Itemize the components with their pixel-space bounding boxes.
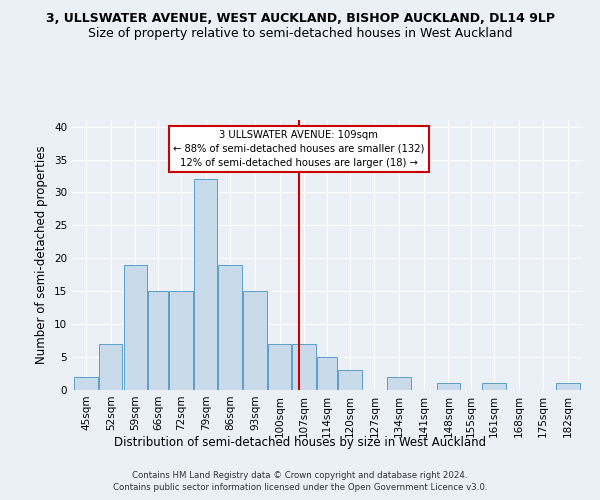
Bar [388,377,411,390]
Text: Size of property relative to semi-detached houses in West Auckland: Size of property relative to semi-detach… [88,28,512,40]
Y-axis label: Number of semi-detached properties: Number of semi-detached properties [35,146,49,364]
Bar [317,357,337,390]
Bar [338,370,362,390]
Bar [169,291,193,390]
Bar [194,180,217,390]
Bar [268,344,292,390]
Text: Contains public sector information licensed under the Open Government Licence v3: Contains public sector information licen… [113,483,487,492]
Text: Contains HM Land Registry data © Crown copyright and database right 2024.: Contains HM Land Registry data © Crown c… [132,472,468,480]
Bar [243,291,266,390]
Bar [292,344,316,390]
Bar [482,384,506,390]
Bar [148,291,168,390]
Bar [218,265,242,390]
Text: 3 ULLSWATER AVENUE: 109sqm
← 88% of semi-detached houses are smaller (132)
12% o: 3 ULLSWATER AVENUE: 109sqm ← 88% of semi… [173,130,425,168]
Bar [124,265,147,390]
Bar [74,377,98,390]
Text: 3, ULLSWATER AVENUE, WEST AUCKLAND, BISHOP AUCKLAND, DL14 9LP: 3, ULLSWATER AVENUE, WEST AUCKLAND, BISH… [46,12,554,26]
Text: Distribution of semi-detached houses by size in West Auckland: Distribution of semi-detached houses by … [114,436,486,449]
Bar [99,344,122,390]
Bar [437,384,460,390]
Bar [556,384,580,390]
